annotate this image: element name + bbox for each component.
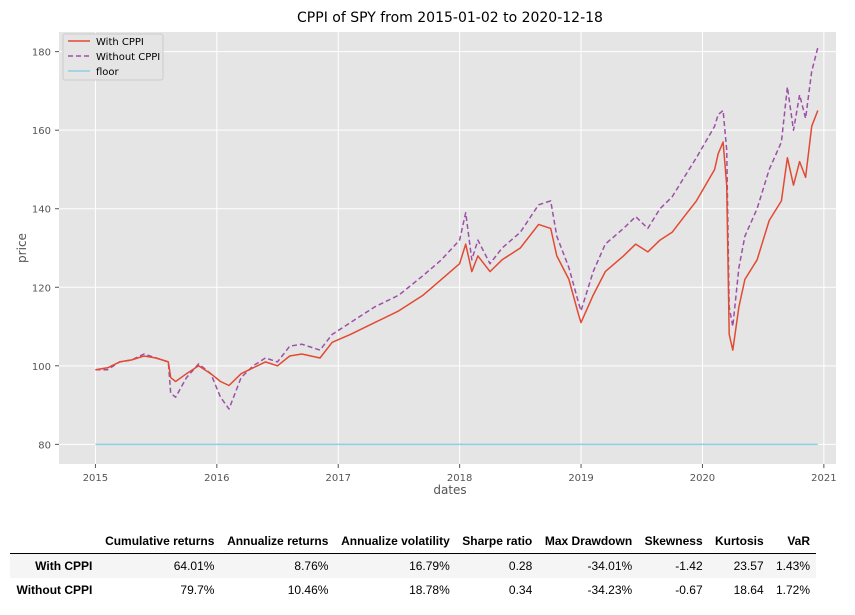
table-cell: 79.7% [180, 583, 215, 597]
column-header: Sharpe ratio [462, 534, 533, 548]
table-header-row: Cumulative returns Annualize returns Ann… [10, 529, 816, 554]
table-cell: 0.34 [508, 583, 533, 597]
y-tick-label: 100 [32, 362, 51, 373]
table-cell: 18.64 [733, 583, 764, 597]
x-tick-label: 2020 [690, 473, 715, 484]
grid-lines [59, 32, 836, 464]
legend-label-floor: floor [96, 67, 120, 78]
table-cell: 8.76% [294, 559, 329, 573]
table-cell: 18.78% [409, 583, 450, 597]
table-cell: 10.46% [287, 583, 329, 597]
row-label: With CPPI [35, 559, 93, 573]
y-ticks: 80 100 120 140 160 180 [32, 48, 59, 451]
column-header: Cumulative returns [105, 534, 215, 548]
table-cell: 16.79% [409, 559, 450, 573]
column-header: Annualize returns [227, 534, 329, 548]
table-corner [10, 529, 98, 554]
x-tick-label: 2015 [83, 473, 108, 484]
table-cell: 64.01% [173, 559, 215, 573]
table-cell: 1.43% [775, 559, 810, 573]
column-header: VaR [787, 534, 810, 548]
column-header: Skewness [644, 534, 703, 548]
legend: With CPPI Without CPPI floor [62, 33, 164, 81]
table-cell: 23.57 [733, 559, 764, 573]
plot-area [59, 32, 836, 464]
row-label: Without CPPI [16, 583, 93, 597]
y-tick-label: 160 [32, 126, 51, 137]
y-tick-label: 120 [32, 283, 51, 294]
table-cell: -34.01% [587, 559, 633, 573]
x-axis-label: dates [433, 483, 466, 497]
legend-label-with-cppi: With CPPI [96, 37, 144, 48]
x-tick-label: 2016 [204, 473, 229, 484]
y-axis-label: price [15, 233, 29, 263]
column-header: Max Drawdown [544, 534, 633, 548]
table-cell: -34.23% [587, 583, 633, 597]
cppi-chart: CPPI of SPY from 2015-01-02 to 2020-12-1… [15, 10, 837, 497]
table-cell: -1.42 [675, 559, 703, 573]
series-line-with-cppi [95, 110, 819, 387]
x-ticks: 2015 2016 2017 2018 2019 2020 2021 [83, 464, 837, 484]
legend-label-without-cppi: Without CPPI [96, 52, 160, 63]
table-cell: 1.72% [775, 583, 810, 597]
x-tick-label: 2018 [447, 473, 472, 484]
x-tick-label: 2019 [568, 473, 593, 484]
table-cell: 0.28 [508, 559, 533, 573]
column-header: Annualize volatility [341, 534, 450, 548]
statistics-table: Cumulative returns Annualize returns Ann… [10, 529, 816, 602]
y-tick-label: 80 [38, 440, 51, 451]
table-row: With CPPI 64.01% 8.76% 16.79% 0.28 -34.0… [10, 553, 816, 578]
series-lines [95, 47, 819, 446]
y-tick-label: 140 [32, 205, 51, 216]
table-cell: -0.67 [675, 583, 703, 597]
x-tick-label: 2021 [811, 473, 836, 484]
x-tick-label: 2017 [326, 473, 351, 484]
table-row: Without CPPI 79.7% 10.46% 18.78% 0.34 -3… [10, 578, 816, 602]
y-tick-label: 180 [32, 48, 51, 59]
column-header: Kurtosis [714, 534, 764, 548]
chart-title: CPPI of SPY from 2015-01-02 to 2020-12-1… [297, 10, 603, 26]
